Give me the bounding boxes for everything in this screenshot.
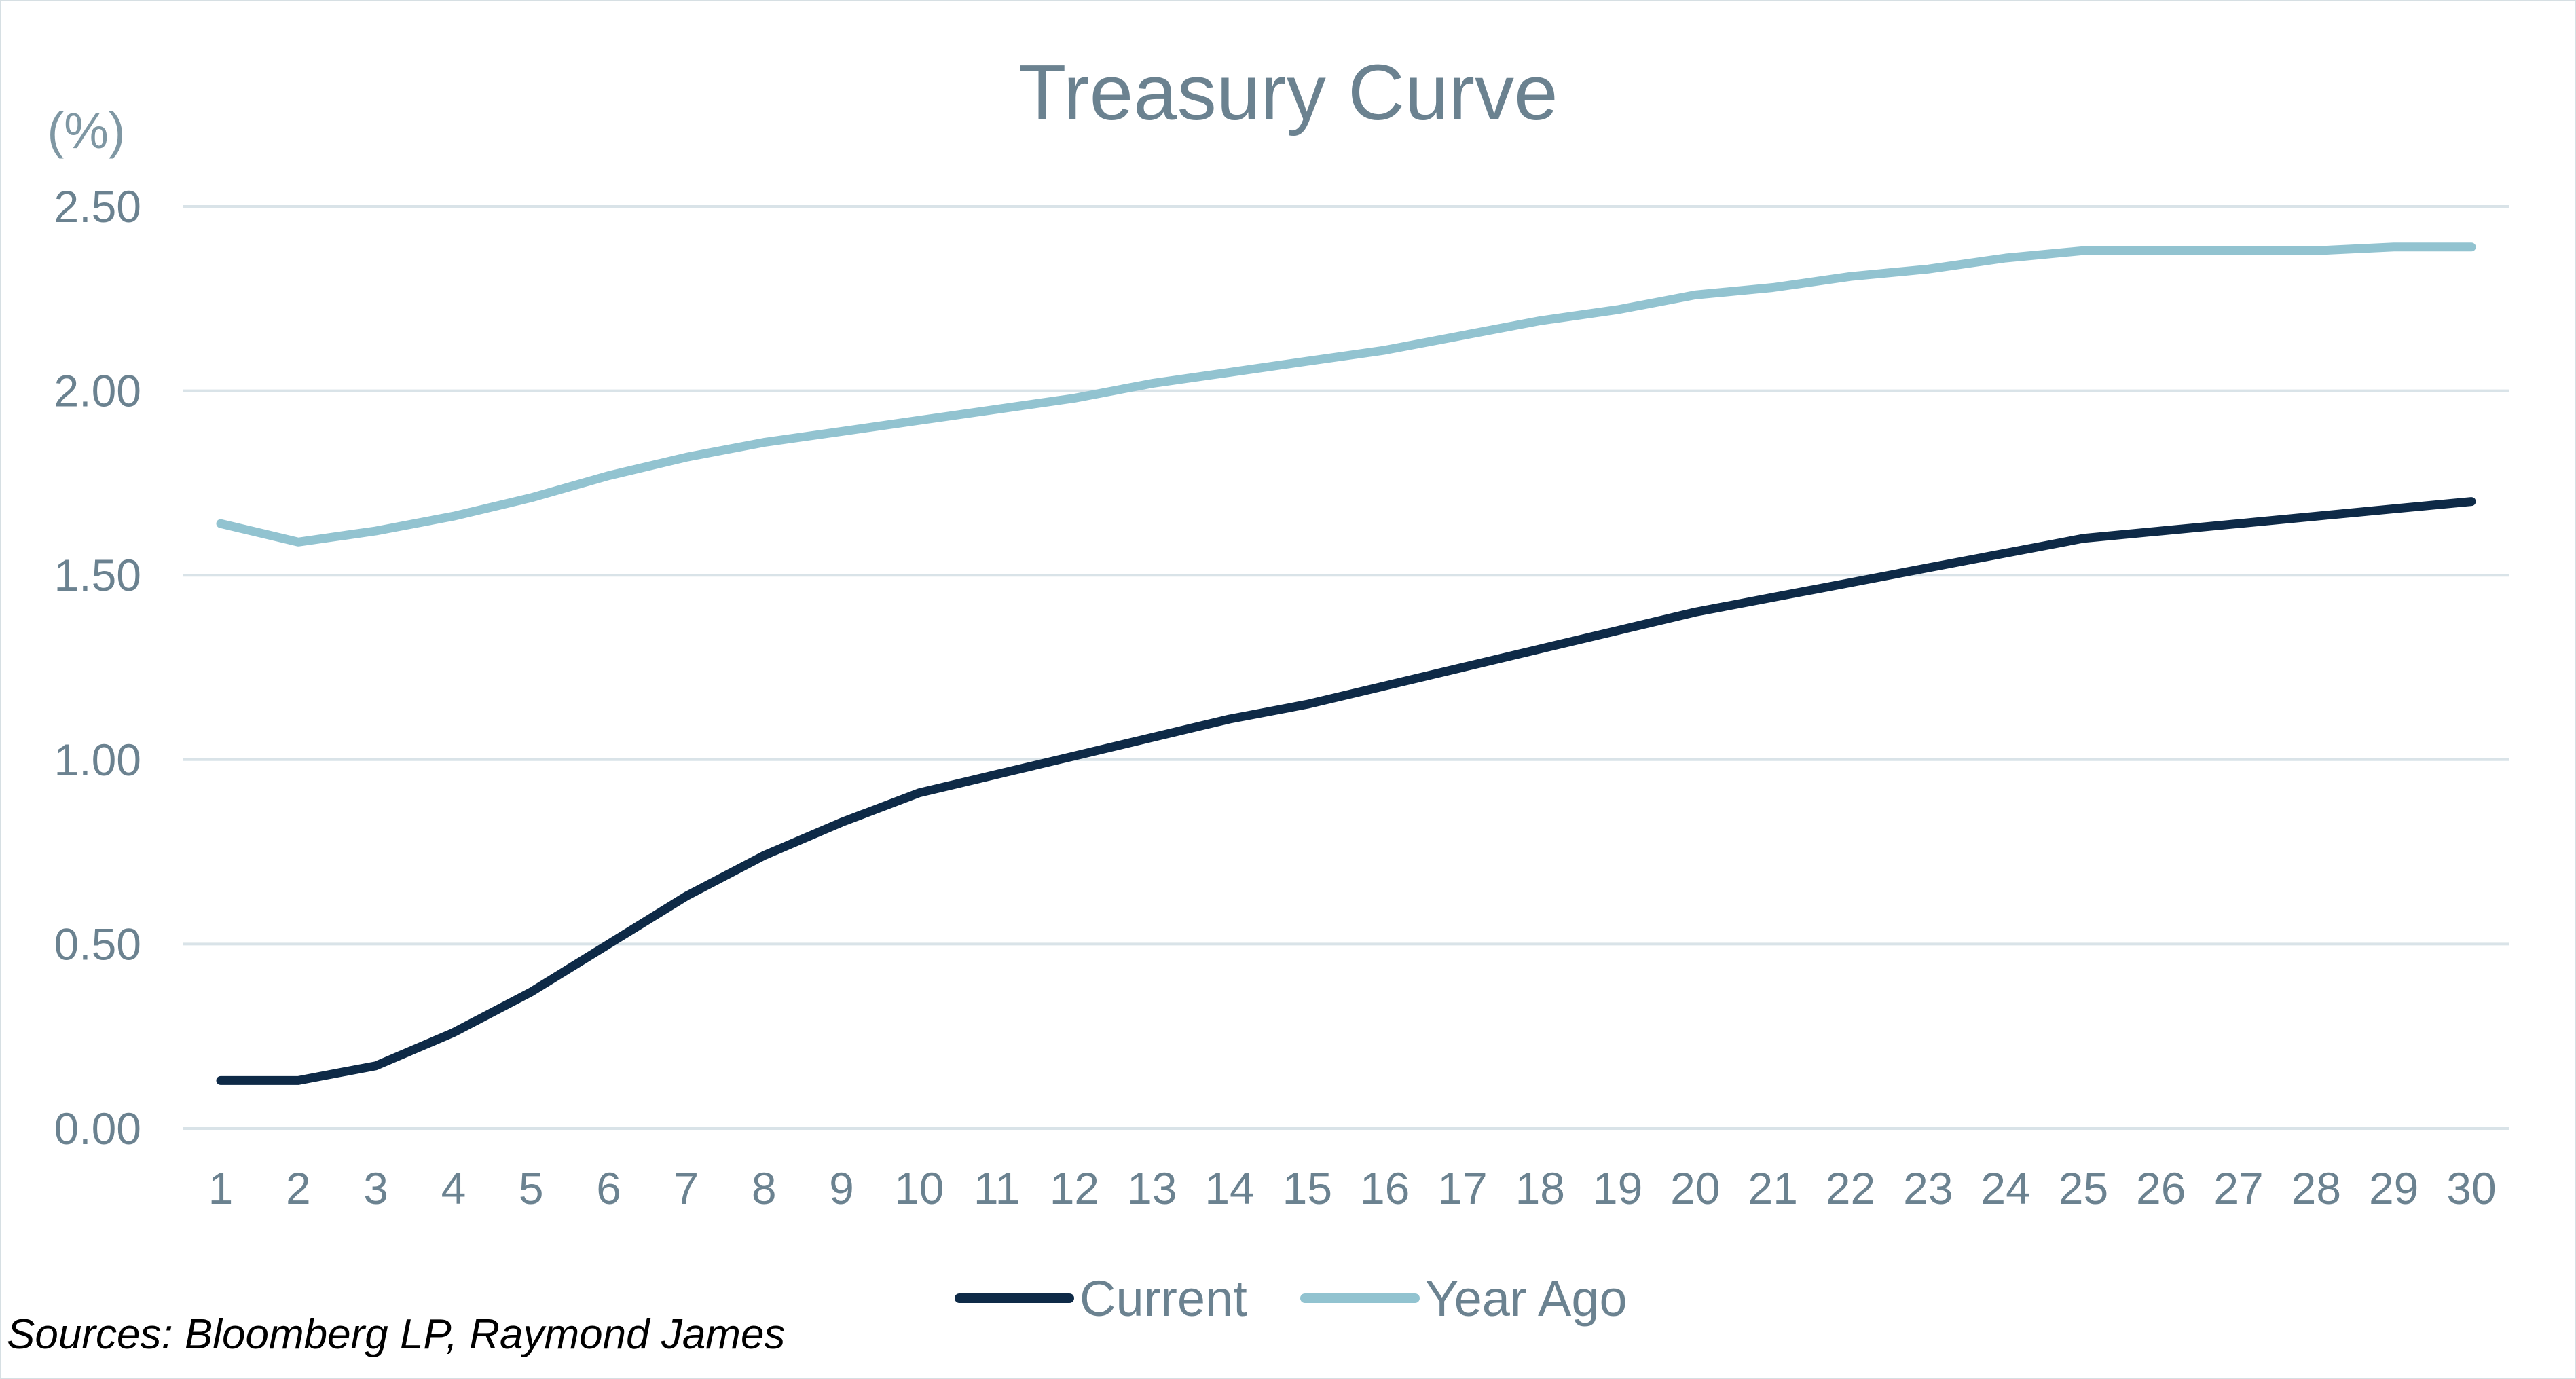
x-tick-label: 30 bbox=[2446, 1163, 2496, 1213]
series-line-year-ago bbox=[216, 242, 2476, 547]
y-tick-label: 0.00 bbox=[54, 1103, 141, 1154]
gridlines bbox=[183, 205, 2509, 1130]
x-tick-label: 10 bbox=[894, 1163, 944, 1213]
x-tick-label: 26 bbox=[2136, 1163, 2186, 1213]
x-tick-label: 2 bbox=[286, 1163, 311, 1213]
x-tick-label: 18 bbox=[1515, 1163, 1565, 1213]
x-tick-label: 12 bbox=[1050, 1163, 1099, 1213]
x-tick-label: 14 bbox=[1204, 1163, 1254, 1213]
y-tick-label: 1.50 bbox=[54, 550, 141, 600]
y-tick-label: 0.50 bbox=[54, 919, 141, 969]
x-tick-label: 20 bbox=[1670, 1163, 1720, 1213]
x-tick-label: 16 bbox=[1360, 1163, 1410, 1213]
x-tick-label: 11 bbox=[974, 1163, 1020, 1213]
x-tick-label: 3 bbox=[363, 1163, 388, 1213]
x-tick-label: 25 bbox=[2059, 1163, 2108, 1213]
x-tick-label: 8 bbox=[752, 1163, 777, 1213]
x-tick-label: 22 bbox=[1826, 1163, 1875, 1213]
source-note: Sources: Bloomberg LP, Raymond James bbox=[7, 1311, 786, 1358]
x-tick-label: 1 bbox=[208, 1163, 234, 1213]
legend: Current Year Ago bbox=[955, 1270, 1627, 1327]
x-axis-ticks: 1 2 3 4 5 6 7 8 9 10 11 12 13 14 15 16 17 18 19 20 21 22 23 24 2… bbox=[208, 1163, 2497, 1213]
y-tick-label: 1.00 bbox=[54, 735, 141, 785]
x-tick-label: 21 bbox=[1748, 1163, 1797, 1213]
x-tick-label: 17 bbox=[1437, 1163, 1487, 1213]
x-tick-label: 19 bbox=[1593, 1163, 1642, 1213]
y-axis-unit-label: (%) bbox=[47, 103, 125, 159]
x-tick-label: 7 bbox=[674, 1163, 699, 1213]
x-tick-label: 6 bbox=[596, 1163, 621, 1213]
x-tick-label: 15 bbox=[1283, 1163, 1332, 1213]
series-lines bbox=[216, 242, 2476, 1085]
x-tick-label: 29 bbox=[2369, 1163, 2418, 1213]
y-axis-ticks: 0.00 0.50 1.00 1.50 2.00 2.50 bbox=[54, 181, 141, 1154]
x-tick-label: 23 bbox=[1903, 1163, 1953, 1213]
y-tick-label: 2.50 bbox=[54, 181, 141, 232]
x-tick-label: 9 bbox=[829, 1163, 854, 1213]
x-tick-label: 4 bbox=[441, 1163, 466, 1213]
x-tick-label: 27 bbox=[2213, 1163, 2263, 1213]
x-tick-label: 13 bbox=[1127, 1163, 1177, 1213]
x-tick-label: 5 bbox=[519, 1163, 544, 1213]
y-tick-label: 2.00 bbox=[54, 366, 141, 416]
x-tick-label: 28 bbox=[2292, 1163, 2341, 1213]
legend-label: Current bbox=[1080, 1270, 1247, 1327]
x-tick-label: 24 bbox=[1981, 1163, 2030, 1213]
series-line-current bbox=[216, 497, 2476, 1085]
chart-title: Treasury Curve bbox=[1018, 48, 1558, 136]
legend-label: Year Ago bbox=[1425, 1270, 1627, 1327]
